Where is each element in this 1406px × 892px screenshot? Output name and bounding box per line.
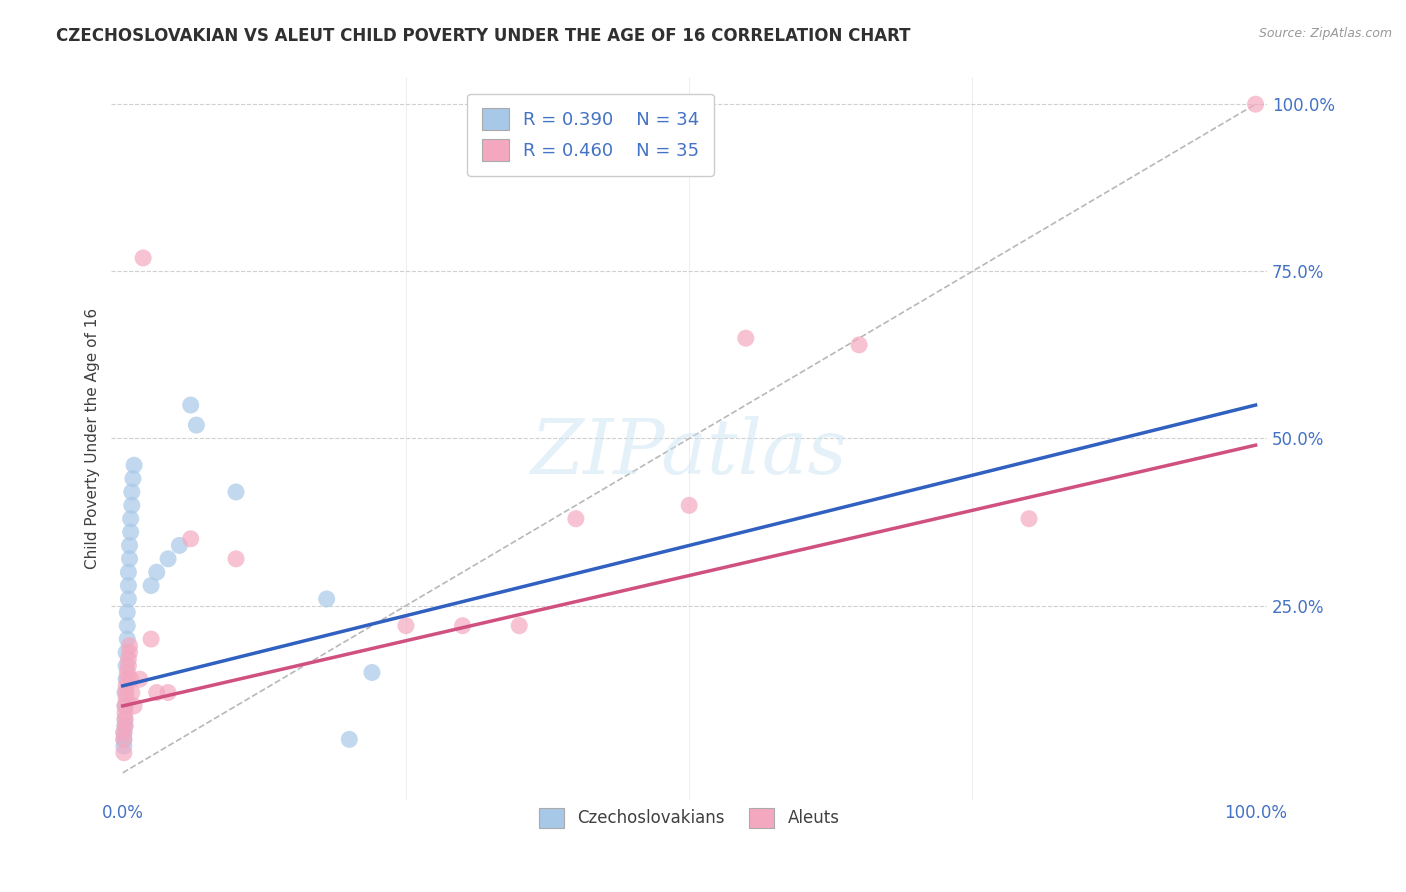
Point bbox=[117, 578, 139, 592]
Point bbox=[139, 578, 162, 592]
Point bbox=[1018, 512, 1040, 526]
Point bbox=[114, 685, 136, 699]
Point bbox=[121, 485, 143, 500]
Point bbox=[114, 719, 136, 733]
Point bbox=[337, 732, 360, 747]
Text: CZECHOSLOVAKIAN VS ALEUT CHILD POVERTY UNDER THE AGE OF 16 CORRELATION CHART: CZECHOSLOVAKIAN VS ALEUT CHILD POVERTY U… bbox=[56, 27, 911, 45]
Y-axis label: Child Poverty Under the Age of 16: Child Poverty Under the Age of 16 bbox=[86, 308, 100, 569]
Point bbox=[120, 672, 142, 686]
Point bbox=[122, 698, 145, 713]
Point bbox=[157, 685, 180, 699]
Point bbox=[118, 551, 141, 566]
Point bbox=[122, 472, 145, 486]
Text: Source: ZipAtlas.com: Source: ZipAtlas.com bbox=[1258, 27, 1392, 40]
Point bbox=[114, 712, 136, 726]
Point bbox=[565, 512, 588, 526]
Legend: Czechoslovakians, Aleuts: Czechoslovakians, Aleuts bbox=[531, 801, 846, 835]
Point bbox=[157, 551, 180, 566]
Point bbox=[121, 499, 143, 513]
Point bbox=[112, 725, 135, 739]
Point bbox=[180, 532, 202, 546]
Point bbox=[112, 746, 135, 760]
Point bbox=[145, 565, 167, 579]
Point bbox=[117, 618, 139, 632]
Point bbox=[115, 645, 138, 659]
Point bbox=[115, 685, 138, 699]
Point bbox=[115, 658, 138, 673]
Point bbox=[120, 512, 142, 526]
Point bbox=[361, 665, 384, 680]
Point bbox=[395, 618, 418, 632]
Point bbox=[1244, 97, 1267, 112]
Point bbox=[115, 692, 138, 706]
Point bbox=[139, 632, 162, 646]
Point bbox=[225, 551, 247, 566]
Point bbox=[132, 251, 155, 265]
Point bbox=[117, 658, 139, 673]
Text: ZIPatlas: ZIPatlas bbox=[531, 416, 848, 490]
Point bbox=[315, 591, 337, 606]
Point bbox=[112, 739, 135, 753]
Point bbox=[451, 618, 474, 632]
Point bbox=[120, 525, 142, 540]
Point bbox=[128, 672, 150, 686]
Point bbox=[117, 591, 139, 606]
Point bbox=[115, 679, 138, 693]
Point bbox=[112, 732, 135, 747]
Point bbox=[848, 338, 870, 352]
Point bbox=[117, 652, 139, 666]
Point bbox=[118, 538, 141, 552]
Point bbox=[734, 331, 756, 345]
Point bbox=[117, 605, 139, 619]
Point bbox=[114, 712, 136, 726]
Point bbox=[508, 618, 530, 632]
Point bbox=[180, 398, 202, 412]
Point bbox=[114, 698, 136, 713]
Point bbox=[169, 538, 191, 552]
Point bbox=[122, 458, 145, 473]
Point bbox=[117, 565, 139, 579]
Point bbox=[117, 632, 139, 646]
Point bbox=[112, 732, 135, 747]
Point bbox=[678, 499, 700, 513]
Point bbox=[117, 665, 139, 680]
Point bbox=[114, 719, 136, 733]
Point bbox=[112, 725, 135, 739]
Point bbox=[115, 672, 138, 686]
Point bbox=[117, 672, 139, 686]
Point bbox=[118, 639, 141, 653]
Point bbox=[118, 645, 141, 659]
Point bbox=[121, 685, 143, 699]
Point bbox=[225, 485, 247, 500]
Point bbox=[186, 418, 208, 433]
Point bbox=[114, 706, 136, 720]
Point bbox=[114, 698, 136, 713]
Point bbox=[145, 685, 167, 699]
